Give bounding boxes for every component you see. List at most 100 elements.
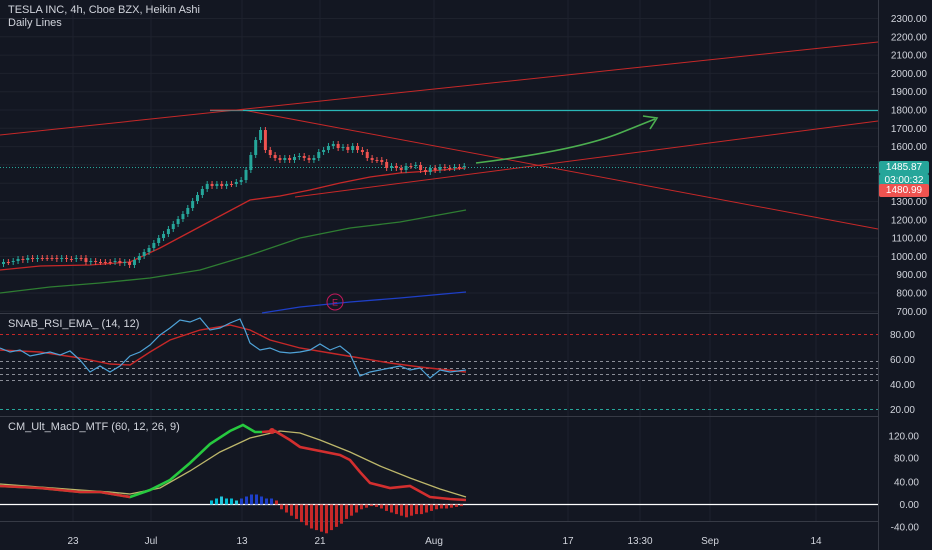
time-axis-label: 23 [67,536,79,547]
candle-body [40,258,44,259]
green-moving-average [0,209,467,294]
macd-hist-bar [360,504,363,510]
time-axis-label: Jul [145,536,158,547]
macd-hist-bar [395,504,398,515]
candle-body [346,147,350,150]
macd-hist-bar [315,504,318,531]
candle-body [89,261,93,262]
candle-body [65,258,69,259]
indicator-daily-lines[interactable]: Daily Lines [8,17,62,29]
candle-body [453,167,457,168]
candle-body [390,166,393,168]
candle-body [196,195,199,201]
candle-body [35,258,39,259]
macd-hist-bar [430,504,433,511]
candle-body [312,158,316,160]
candle-body [171,224,175,229]
macd-axis-label: -40.00 [891,523,920,534]
macd-hist-bar [345,504,348,519]
candle-body [273,155,277,158]
bar-countdown-tag: 03:00:32 [879,174,929,187]
macd-hist-bar [435,504,438,510]
rsi-axis-label: 60.00 [890,355,915,366]
candle-body [69,259,73,260]
macd-hist-bar [295,504,298,519]
price-axis-label: 1800.00 [891,106,928,117]
rsi-panel-drawings [0,317,878,410]
rsi-axis[interactable]: 80.00 60.00 40.00 20.00 [890,330,915,416]
macd-hist-bar [390,504,393,513]
candle-body [438,167,442,170]
macd-hist-bar [220,496,223,505]
candle-body [11,261,15,262]
price-axis-label: 1300.00 [891,197,928,208]
red-moving-average [0,167,467,271]
macd-hist-bar [460,504,463,507]
candle-body [142,252,146,256]
price-axis-label: 800.00 [896,289,927,300]
candle-body [108,262,112,263]
price-axis-label: 1700.00 [891,124,928,135]
macd-hist-bar [400,504,403,516]
macd-indicator-title[interactable]: CM_Ult_MacD_MTF (60, 12, 26, 9) [8,421,180,433]
candle-body [278,158,282,160]
time-axis[interactable]: 23 Jul 13 21 Aug 17 13:30 Sep 14 [67,536,822,547]
earnings-marker-label: E [332,298,338,308]
rsi-line [0,317,467,379]
candle-body [322,150,326,152]
macd-axis-label: 80.00 [894,454,919,465]
price-axis-label: 1100.00 [892,234,928,245]
macd-hist-bar [410,504,413,516]
candle-body [55,258,59,259]
price-axis-label: 2300.00 [891,14,928,25]
time-axis-label: Aug [425,536,443,547]
candle-body [50,258,54,259]
rsi-axis-label: 40.00 [890,380,915,391]
upper-trendline [0,41,879,136]
candle-body [419,165,423,170]
macd-hist-bar [215,498,218,505]
time-axis-label: Sep [701,536,719,547]
candle-body [229,184,233,185]
rsi-indicator-title[interactable]: SNAB_RSI_EMA_ (14, 12) [8,318,140,330]
macd-axis-label: 120.00 [888,432,919,443]
candle-body [360,150,364,152]
rsi-axis-label: 80.00 [890,330,915,341]
macd-hist-bar [445,504,448,509]
symbol-title[interactable]: TESLA INC, 4h, Cboe BZX, Heikin Ashi [8,4,200,16]
macd-hist-bar [250,494,253,505]
marked-price-tag: 1480.99 [879,184,929,197]
candle-body [2,262,5,264]
candle-body [234,182,238,184]
macd-hist-bar [270,498,273,505]
candlesticks [2,127,466,268]
macd-hist-bar [290,504,293,516]
macd-hist-bar [300,504,303,523]
candle-body [191,201,195,208]
macd-hist-bar [350,504,353,516]
candle-body [268,150,272,155]
macd-hist-bar [310,504,313,529]
macd-hist-bar [240,498,243,505]
candle-body [283,158,287,160]
candle-body [254,140,258,155]
macd-hist-bar [425,504,428,513]
candle-body [118,261,122,263]
macd-hist-bar [405,504,408,518]
candle-body [113,261,117,262]
macd-axis[interactable]: 120.00 80.00 40.00 0.00 -40.00 [888,432,919,534]
candle-body [399,168,403,170]
candle-body [26,258,30,260]
macd-hist-bar [455,504,458,507]
candle-body [215,184,219,186]
macd-hist-bar [325,504,328,534]
candle-body [302,156,306,158]
candle-body [288,158,292,160]
candle-body [147,248,151,252]
candle-body [60,258,64,259]
candle-body [220,184,224,186]
candle-body [200,189,204,195]
macd-hist-bar [415,504,418,515]
